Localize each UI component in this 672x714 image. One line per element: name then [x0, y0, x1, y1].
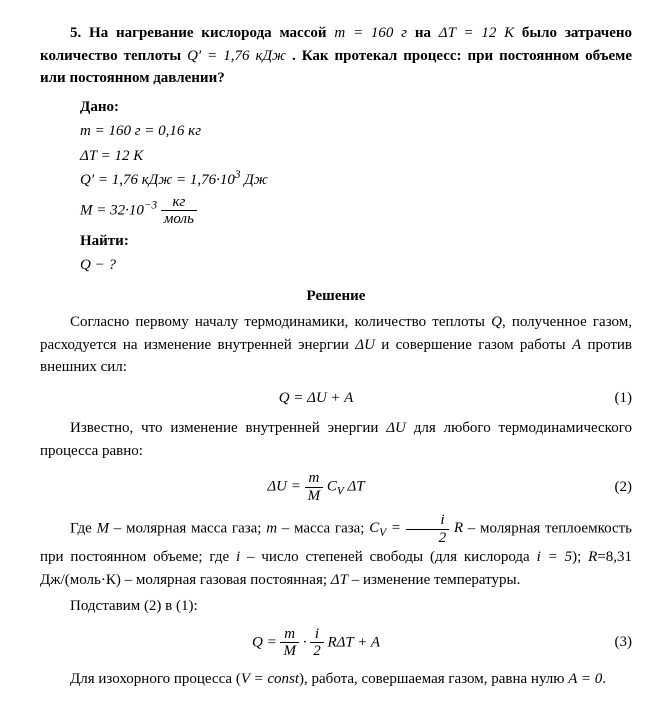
p3m: m — [266, 520, 277, 536]
equation-2-num: (2) — [592, 476, 632, 499]
p1c: и совершение газом работы — [375, 337, 572, 353]
g4-num: кг — [161, 194, 197, 212]
equation-3: Q = mM · i2 RΔT + A — [40, 626, 592, 660]
given-block: Дано: m = 160 г = 0,16 кг ΔT = 12 К Q′ =… — [80, 96, 632, 277]
p3CvR: R — [449, 520, 463, 536]
g3b: Дж — [241, 172, 268, 188]
find-label: Найти: — [80, 230, 632, 253]
eq2lhs: ΔU = — [267, 478, 304, 494]
p3i5: i = 5 — [537, 549, 573, 565]
problem-statement: 5. На нагревание кислорода массой m = 16… — [40, 22, 632, 90]
given-label: Дано: — [80, 96, 632, 119]
p5b: ), работа, совершаемая газом, равна нулю — [299, 671, 568, 687]
given-line-3: Q′ = 1,76 кДж = 1,76·103 Дж — [80, 169, 632, 192]
p3R: R — [588, 549, 597, 565]
p3c: – масса газа; — [277, 520, 369, 536]
eq2d: M — [305, 488, 324, 505]
eq2-frac: mM — [305, 470, 324, 504]
eq3-frac2: i2 — [310, 626, 324, 660]
equation-3-num: (3) — [592, 631, 632, 654]
p2a: Известно, что изменение внутренней энерг… — [70, 420, 386, 436]
p1dU: ΔU — [355, 337, 375, 353]
p3dT: ΔT — [331, 572, 348, 588]
eq3f2n: i — [310, 626, 324, 644]
equation-2-row: ΔU = mM CV ΔT (2) — [40, 470, 632, 504]
p1a: Согласно первому началу термодинамики, к… — [70, 314, 491, 330]
equation-1-row: Q = ΔU + A (1) — [40, 387, 632, 410]
p3M: M — [97, 520, 110, 536]
p1A: A — [572, 337, 581, 353]
eq3lhs: Q = — [252, 634, 280, 650]
eq3f2d: 2 — [310, 643, 324, 660]
para-4: Подставим (2) в (1): — [40, 595, 632, 618]
p5V: V = const — [241, 671, 299, 687]
p3e: – число степеней свободы (для кислорода — [240, 549, 536, 565]
para-1: Согласно первому началу термодинамики, к… — [40, 311, 632, 379]
given-line-2: ΔT = 12 К — [80, 145, 632, 168]
g4exp: −3 — [144, 199, 157, 211]
pt-Q: Q′ = 1,76 кДж — [187, 48, 286, 64]
eq2sub: V — [337, 485, 344, 497]
p3b: – молярная масса газа; — [109, 520, 266, 536]
p3a: Где — [70, 520, 97, 536]
p1Q: Q — [491, 314, 502, 330]
given-line-4: M = 32·10−3 кг моль — [80, 194, 632, 228]
problem-text: 5. На нагревание кислорода массой m = 16… — [40, 22, 632, 90]
equation-1: Q = ΔU + A — [40, 387, 592, 410]
equation-2: ΔU = mM CV ΔT — [40, 470, 592, 504]
p3Cveq: = — [386, 520, 406, 536]
p3Cvn: i — [406, 512, 450, 530]
p3Cv-frac: i2 — [406, 512, 450, 546]
para-5: Для изохорного процесса (V = const), раб… — [40, 668, 632, 691]
eq3f1d: M — [280, 643, 299, 660]
para-3: Где M – молярная масса газа; m – масса г… — [40, 512, 632, 591]
pt-m: m = 160 г — [334, 25, 407, 41]
p2dU: ΔU — [386, 420, 406, 436]
eq3-frac1: mM — [280, 626, 299, 660]
g4-frac: кг моль — [161, 194, 197, 228]
p5c: . — [602, 671, 606, 687]
given-line-1: m = 160 г = 0,16 кг — [80, 120, 632, 143]
p3Cva: C — [369, 520, 379, 536]
p3f: ); — [572, 549, 588, 565]
equation-3-row: Q = mM · i2 RΔT + A (3) — [40, 626, 632, 660]
problem-number: 5. — [70, 25, 81, 41]
p3h: – изменение температуры. — [348, 572, 520, 588]
p5A0: A = 0 — [568, 671, 602, 687]
pt-1: На нагревание кислорода массой — [89, 25, 326, 41]
p3Cvd: 2 — [406, 530, 450, 547]
eq2n: m — [305, 470, 324, 488]
eq3mid: · — [299, 634, 310, 650]
g3a: Q′ = 1,76 кДж = 1,76·10 — [80, 172, 235, 188]
solution-title: Решение — [40, 285, 632, 308]
pt-dT: ΔT = 12 К — [439, 25, 514, 41]
find-value: Q − ? — [80, 254, 632, 277]
pt-2: на — [415, 25, 431, 41]
eq3f1n: m — [280, 626, 299, 644]
equation-1-num: (1) — [592, 387, 632, 410]
p5a: Для изохорного процесса ( — [70, 671, 241, 687]
para-2: Известно, что изменение внутренней энерг… — [40, 417, 632, 462]
g4-den: моль — [161, 211, 197, 228]
eq2tail: ΔT — [344, 478, 365, 494]
p3Cv: CV = i2 R — [369, 520, 468, 536]
eq2rhs: C — [323, 478, 337, 494]
eq3rhs: RΔT + A — [324, 634, 380, 650]
g4a: M = 32·10 — [80, 202, 144, 218]
